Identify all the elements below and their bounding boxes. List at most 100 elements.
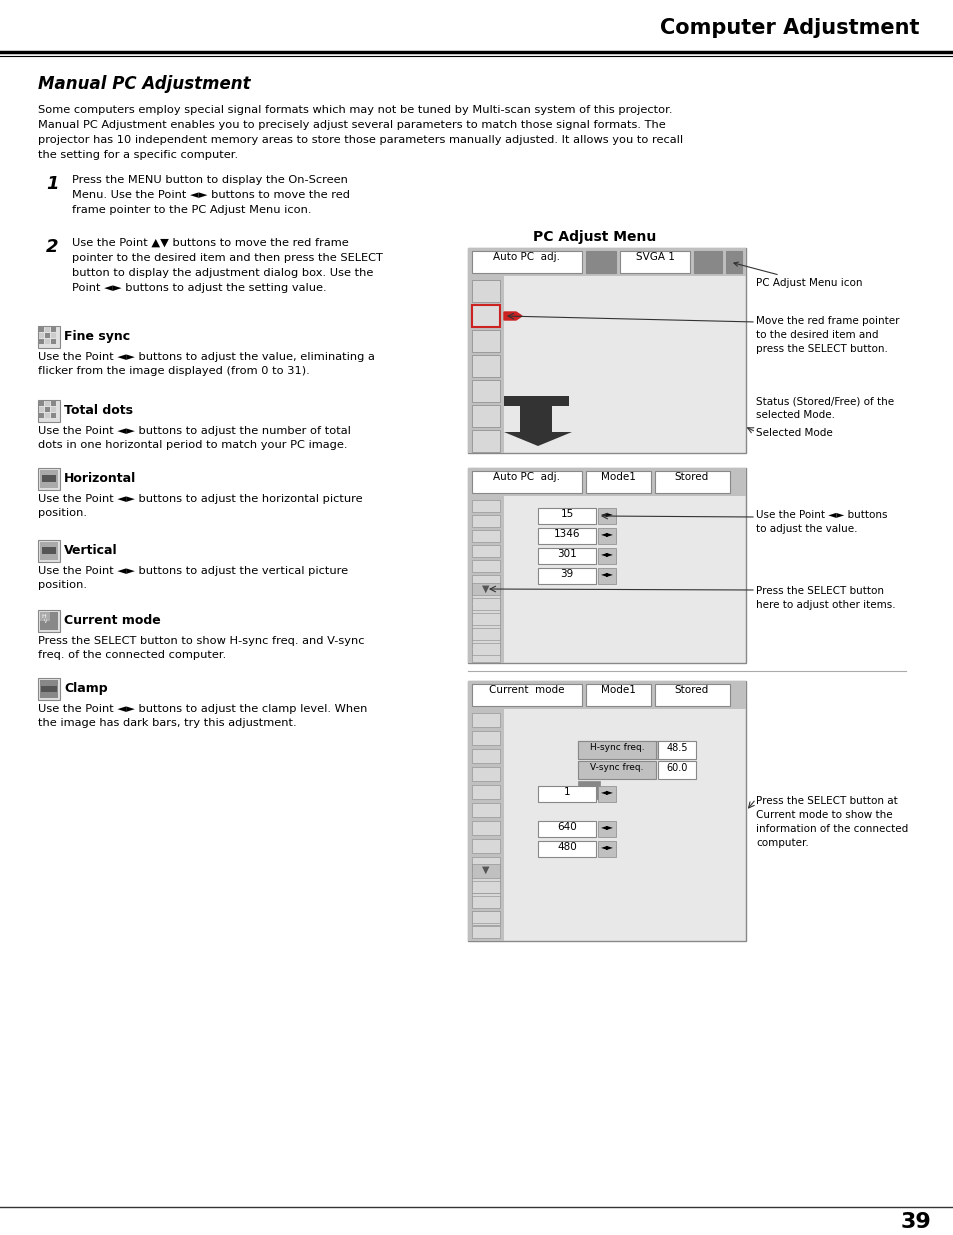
Text: 48.5: 48.5 bbox=[665, 743, 687, 753]
Bar bbox=[472, 748, 499, 763]
Bar bbox=[472, 530, 499, 542]
Bar bbox=[45, 338, 50, 345]
Text: Press the SELECT button: Press the SELECT button bbox=[755, 585, 883, 597]
Bar bbox=[472, 821, 499, 835]
Bar bbox=[45, 333, 50, 338]
Bar bbox=[472, 643, 499, 655]
Text: Total dots: Total dots bbox=[64, 404, 132, 417]
Bar bbox=[472, 405, 499, 427]
Bar bbox=[658, 761, 696, 779]
Text: ◄►: ◄► bbox=[599, 787, 613, 797]
Text: to the desired item and: to the desired item and bbox=[755, 330, 878, 340]
Text: Vertical: Vertical bbox=[64, 543, 117, 557]
Bar bbox=[40, 542, 58, 559]
Bar bbox=[472, 380, 499, 403]
Bar bbox=[472, 911, 499, 925]
Text: SVGA 1: SVGA 1 bbox=[635, 252, 674, 262]
Bar bbox=[468, 248, 745, 453]
Bar bbox=[655, 471, 729, 493]
Bar bbox=[472, 857, 499, 871]
Bar bbox=[38, 678, 60, 700]
Text: Press the MENU button to display the On-Screen: Press the MENU button to display the On-… bbox=[71, 175, 348, 185]
Text: 1: 1 bbox=[46, 175, 58, 193]
Text: pointer to the desired item and then press the SELECT: pointer to the desired item and then pre… bbox=[71, 253, 382, 263]
Text: PC Adjust Menu icon: PC Adjust Menu icon bbox=[733, 262, 862, 288]
Bar bbox=[472, 893, 499, 906]
Bar bbox=[45, 412, 50, 417]
Text: Use the Point ◄► buttons to adjust the value, eliminating a: Use the Point ◄► buttons to adjust the v… bbox=[38, 352, 375, 362]
Bar bbox=[472, 305, 499, 327]
Text: Mode1: Mode1 bbox=[600, 472, 635, 482]
Text: Press the SELECT button at: Press the SELECT button at bbox=[755, 797, 897, 806]
Text: 301: 301 bbox=[557, 550, 577, 559]
Bar bbox=[51, 327, 56, 332]
Text: Point ◄► buttons to adjust the setting value.: Point ◄► buttons to adjust the setting v… bbox=[71, 283, 326, 293]
Bar bbox=[38, 400, 60, 422]
Text: Selected Mode: Selected Mode bbox=[755, 429, 832, 438]
Text: ▼: ▼ bbox=[482, 864, 489, 876]
Bar bbox=[472, 620, 499, 632]
Bar bbox=[39, 333, 44, 338]
Bar bbox=[38, 540, 60, 562]
Bar bbox=[468, 468, 745, 496]
Text: Current  mode: Current mode bbox=[489, 685, 564, 695]
Bar bbox=[51, 333, 56, 338]
Bar bbox=[39, 338, 44, 345]
Text: Mode1: Mode1 bbox=[600, 685, 635, 695]
Text: 39: 39 bbox=[559, 569, 573, 579]
Bar bbox=[598, 508, 616, 524]
Bar bbox=[472, 430, 499, 452]
Bar bbox=[45, 408, 50, 412]
Bar bbox=[598, 568, 616, 584]
Bar bbox=[472, 559, 499, 572]
Text: Current mode to show the: Current mode to show the bbox=[755, 810, 892, 820]
Text: Move the red frame pointer: Move the red frame pointer bbox=[755, 316, 899, 326]
Text: Auto PC  adj.: Auto PC adj. bbox=[493, 472, 560, 482]
Text: ◄►: ◄► bbox=[599, 823, 613, 831]
Bar bbox=[578, 741, 656, 760]
Bar bbox=[472, 864, 499, 878]
Text: button to display the adjustment dialog box. Use the: button to display the adjustment dialog … bbox=[71, 268, 373, 278]
Text: Use the Point ◄► buttons to adjust the vertical picture: Use the Point ◄► buttons to adjust the v… bbox=[38, 566, 348, 576]
Bar bbox=[40, 680, 58, 698]
Text: Stored: Stored bbox=[674, 472, 708, 482]
Bar bbox=[619, 251, 689, 273]
Bar bbox=[503, 396, 568, 406]
Text: here to adjust other items.: here to adjust other items. bbox=[755, 600, 895, 610]
Bar bbox=[472, 881, 499, 893]
Bar bbox=[578, 741, 687, 760]
Text: selected Mode.: selected Mode. bbox=[755, 410, 834, 420]
Text: ◄►: ◄► bbox=[599, 550, 613, 558]
Bar bbox=[51, 401, 56, 406]
Bar bbox=[472, 635, 499, 647]
Text: Stored: Stored bbox=[674, 685, 708, 695]
Bar bbox=[472, 897, 499, 908]
Bar bbox=[472, 545, 499, 557]
Text: Menu. Use the Point ◄► buttons to move the red: Menu. Use the Point ◄► buttons to move t… bbox=[71, 190, 350, 200]
Bar bbox=[472, 650, 499, 662]
Bar bbox=[472, 629, 499, 640]
Bar bbox=[598, 821, 616, 837]
Polygon shape bbox=[503, 432, 572, 446]
Text: ◄►: ◄► bbox=[599, 509, 613, 517]
Bar bbox=[468, 275, 503, 453]
Bar bbox=[40, 471, 58, 488]
Text: Status (Stored/Free) of the: Status (Stored/Free) of the bbox=[755, 396, 893, 406]
Bar bbox=[45, 327, 50, 332]
Bar bbox=[537, 568, 596, 584]
Text: Use the Point ◄► buttons to adjust the clamp level. When: Use the Point ◄► buttons to adjust the c… bbox=[38, 704, 367, 714]
Bar bbox=[51, 408, 56, 412]
Text: 1346: 1346 bbox=[553, 529, 579, 538]
Text: position.: position. bbox=[38, 580, 87, 590]
FancyArrow shape bbox=[503, 312, 521, 320]
Bar bbox=[472, 767, 499, 781]
Bar bbox=[598, 785, 616, 802]
Bar bbox=[537, 785, 596, 802]
Text: 60.0: 60.0 bbox=[665, 763, 687, 773]
Bar bbox=[472, 731, 499, 745]
Bar bbox=[658, 741, 696, 760]
Text: 480: 480 bbox=[557, 842, 577, 852]
Bar bbox=[39, 327, 44, 332]
Text: H-sync freq.: H-sync freq. bbox=[589, 743, 643, 752]
Bar bbox=[598, 548, 616, 564]
